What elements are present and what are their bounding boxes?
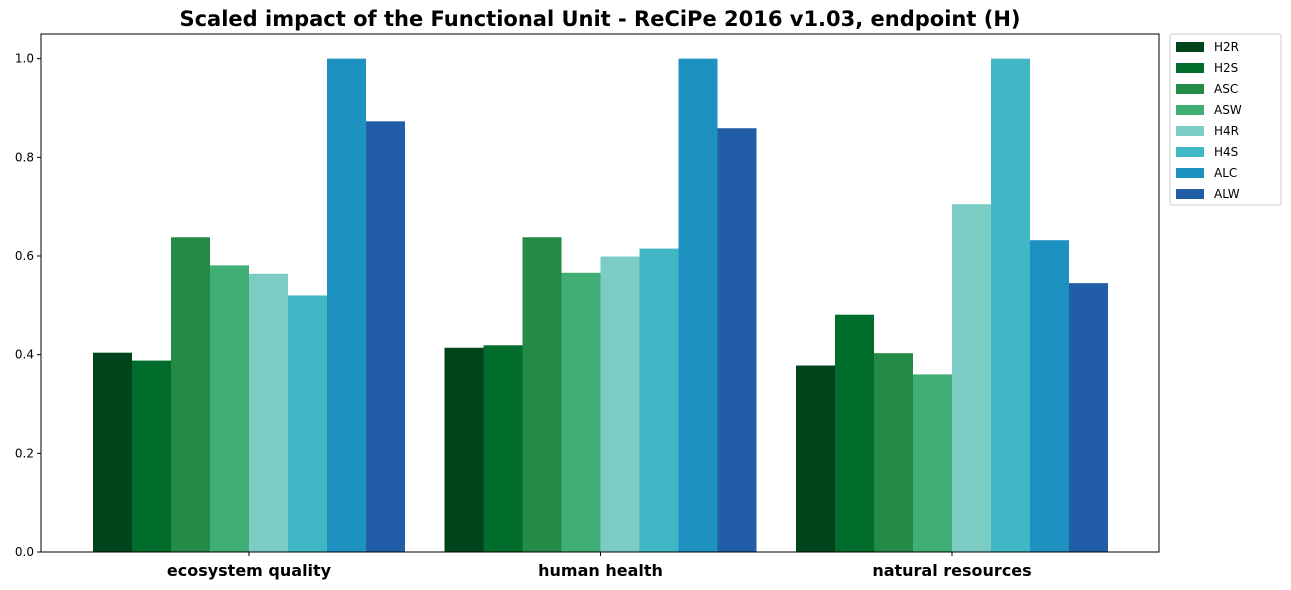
legend-swatch-asw [1176, 105, 1204, 115]
bars-group [93, 58, 1108, 553]
x-category-label: natural resources [872, 561, 1031, 580]
bar-h4s-1 [288, 295, 327, 552]
legend-label-h2r: H2R [1214, 40, 1239, 54]
bar-alc-1 [327, 58, 366, 553]
legend-label-alc: ALC [1214, 166, 1237, 180]
chart-title: Scaled impact of the Functional Unit - R… [179, 7, 1020, 31]
legend-swatch-alw [1176, 189, 1204, 199]
plot-frame [40, 33, 1160, 553]
legend-label-h4r: H4R [1214, 124, 1239, 138]
y-tick-label: 0.2 [15, 446, 34, 460]
bar-asw-2 [561, 272, 601, 552]
bar-h4r-2 [600, 256, 640, 552]
y-tick-label: 0.8 [15, 150, 34, 164]
bar-h4r-1 [249, 273, 288, 552]
bar-asc-2 [522, 237, 562, 552]
legend-swatch-h4s [1176, 147, 1204, 157]
bar-h2s-1 [132, 360, 171, 552]
legend-swatch-h2s [1176, 63, 1204, 73]
bar-asw-3 [913, 374, 952, 552]
y-tick-label: 0.6 [15, 249, 34, 263]
bar-h2r-3 [796, 365, 835, 552]
bar-h2r-2 [444, 347, 484, 552]
legend-label-asc: ASC [1214, 82, 1238, 96]
bar-alc-3 [1030, 240, 1069, 553]
x-category-label: ecosystem quality [167, 561, 332, 580]
bar-h2s-2 [483, 345, 523, 552]
bar-h4s-2 [639, 248, 679, 552]
y-tick-label: 1.0 [15, 52, 34, 66]
legend-label-alw: ALW [1214, 187, 1240, 201]
y-tick-label: 0.4 [15, 348, 34, 362]
bar-asc-1 [171, 237, 210, 552]
legend-label-h2s: H2S [1214, 61, 1238, 75]
legend: H2R H2S ASC ASW H4R H4S ALC ALW [1169, 33, 1282, 206]
bar-alw-1 [366, 121, 405, 552]
bar-asw-1 [210, 265, 249, 552]
legend-swatch-alc [1176, 168, 1204, 178]
legend-label-asw: ASW [1214, 103, 1242, 117]
legend-label-h4s: H4S [1214, 145, 1238, 159]
legend-swatch-h2r [1176, 42, 1204, 52]
legend-box [1169, 33, 1282, 206]
bar-alw-2 [717, 128, 757, 552]
bar-asc-3 [874, 353, 913, 552]
x-category-label: human health [538, 561, 663, 580]
bar-h2s-3 [835, 314, 874, 552]
y-axis: 0.0 0.2 0.4 0.6 0.8 1.0 [15, 52, 41, 559]
legend-swatch-asc [1176, 84, 1204, 94]
bar-h2r-1 [93, 352, 132, 552]
x-axis: ecosystem quality human health natural res… [167, 552, 1032, 580]
bar-h4r-3 [952, 204, 991, 552]
bar-alw-3 [1069, 283, 1108, 552]
bar-alc-2 [678, 58, 718, 553]
legend-swatch-h4r [1176, 126, 1204, 136]
bar-h4s-3 [991, 58, 1030, 553]
y-tick-label: 0.0 [15, 545, 34, 559]
